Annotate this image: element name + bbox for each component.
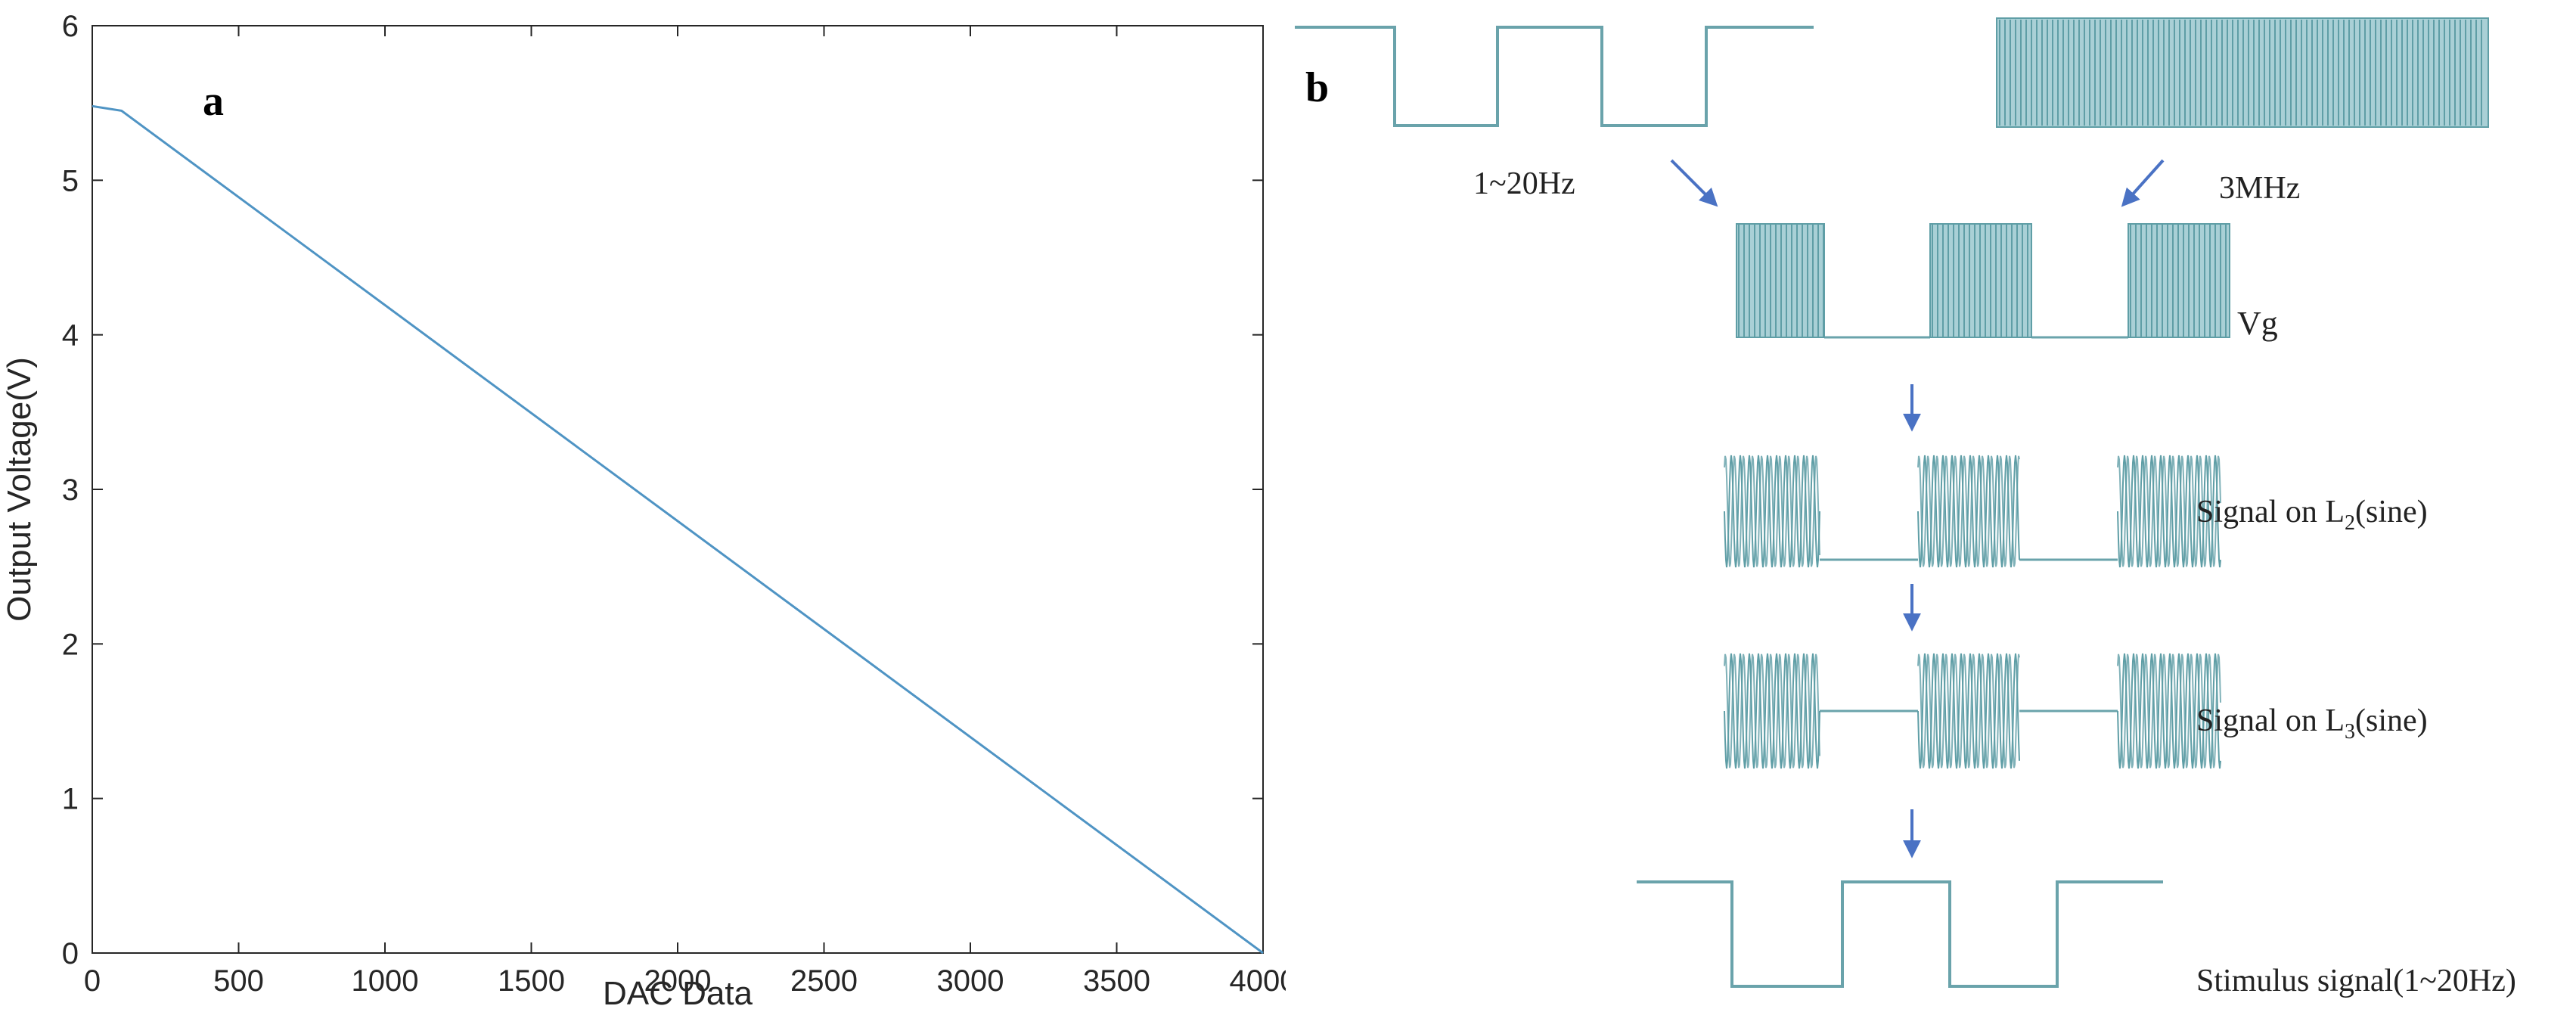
vg-burst (1929, 223, 2032, 338)
panel-label-b: b (1305, 64, 1329, 111)
x-tick-label: 500 (213, 964, 264, 998)
signal-l2-wave (1724, 455, 2221, 568)
sine-burst (1917, 455, 2020, 568)
x-tick-label: 3500 (1083, 964, 1150, 998)
low-freq-square-wave (1295, 26, 1814, 127)
y-axis-label: Output Voltage(V) (1, 357, 38, 622)
x-tick-label: 2000 (644, 964, 712, 998)
label-signal-l2: Signal on L2(sine) (2196, 495, 2428, 535)
y-tick-label: 2 (62, 628, 79, 661)
vg-burst (2128, 223, 2230, 338)
label-vg: Vg (2237, 305, 2278, 342)
y-tick-label: 1 (62, 783, 79, 816)
signal-diagram: b 1~20Hz 3MHz Vg Signal on L2(sine) Sign… (1295, 17, 2516, 998)
arrow-high-to-vg (2121, 159, 2165, 207)
x-tick-label: 2500 (790, 964, 858, 998)
label-stimulus: Stimulus signal(1~20Hz) (2196, 964, 2516, 998)
panel-b-diagram: b 1~20Hz 3MHz Vg Signal on L2(sine) Sign… (1286, 0, 2576, 1009)
y-tick-label: 0 (62, 937, 79, 970)
plot-frame (92, 25, 1264, 954)
sine-burst (1917, 653, 2020, 769)
x-axis-label: DAC Data (603, 975, 753, 1009)
panel-label-a: a (203, 78, 224, 125)
x-tick-label: 3000 (937, 964, 1004, 998)
stimulus-square-wave (1637, 880, 2163, 988)
label-low-freq: 1~20Hz (1473, 166, 1575, 201)
y-tick-label: 3 (62, 473, 79, 507)
vg-burst (1736, 223, 1825, 338)
y-tick-label: 6 (62, 10, 79, 43)
series-line (92, 104, 1264, 955)
label-signal-l3: Signal on L3(sine) (2196, 703, 2428, 744)
y-tick-label: 4 (62, 319, 79, 352)
x-tick-label: 1500 (498, 964, 565, 998)
x-tick-label: 0 (84, 964, 101, 998)
y-tick-label: 5 (62, 164, 79, 197)
signal-l3-wave (1724, 653, 2221, 769)
sine-burst (2117, 455, 2221, 568)
sine-burst (1724, 653, 1820, 769)
label-high-freq: 3MHz (2219, 171, 2300, 206)
sine-burst (2117, 653, 2221, 769)
arrow-low-to-vg (1670, 159, 1718, 207)
vg-gated-wave (1736, 223, 2230, 339)
high-freq-carrier-lines (1999, 20, 2482, 126)
x-tick-label: 1000 (352, 964, 419, 998)
sine-burst (1724, 455, 1820, 568)
y-axis-ticks: 0 1 2 3 4 5 6 (62, 10, 1263, 970)
